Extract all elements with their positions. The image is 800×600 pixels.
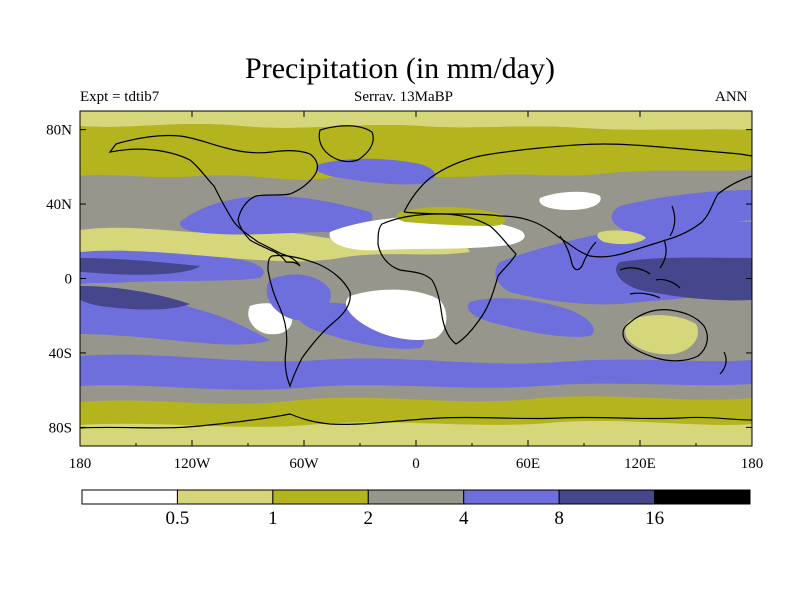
x-tick-label: 120W: [174, 456, 212, 472]
x-axis: 180 120W 60W 0 60E 120E 180: [69, 111, 764, 472]
colorbar-swatch: [81, 489, 178, 505]
season-label: ANN: [715, 89, 748, 105]
south-atlantic-dry-zone: [345, 289, 447, 341]
band-north-pacific-blue-east: [611, 190, 752, 232]
siberia-yellow: [433, 143, 679, 171]
colorbar-swatch: [654, 489, 751, 505]
colorbar: [81, 489, 751, 505]
x-tick-label: 180: [69, 456, 92, 472]
colorbar-swatch: [367, 489, 465, 505]
colorbar-labels: 0.5 1 2 4 8 16: [166, 508, 665, 529]
y-tick-label: 80S: [49, 420, 72, 436]
coast-japan: [659, 205, 676, 269]
colorbar-level-label: 16: [645, 508, 664, 529]
y-tick-label: 40N: [46, 197, 72, 213]
coast-australia: [622, 309, 708, 362]
colorbar-level-label: 1: [268, 508, 278, 529]
band-south-atlantic-blue: [296, 302, 424, 349]
band-north-edge: [80, 111, 752, 130]
band-indian-south-blue: [467, 298, 594, 337]
x-tick-label: 120E: [624, 456, 656, 472]
band-south-pacific-dark: [80, 286, 190, 310]
colorbar-swatch: [176, 489, 274, 505]
colorbar-level-label: 4: [459, 508, 469, 529]
coast-north-america: [108, 134, 319, 267]
experiment-label: Expt = tdtib7: [80, 89, 160, 105]
y-axis: 80N 40N 0 40S 80S: [46, 123, 752, 436]
x-tick-label: 0: [412, 456, 420, 472]
colorbar-level-label: 8: [554, 508, 564, 529]
coast-greenland: [318, 125, 374, 163]
y-tick-label: 0: [65, 272, 73, 288]
x-tick-label: 60E: [516, 456, 540, 472]
band-southern-ocean-blue: [80, 354, 752, 390]
colorbar-swatch: [463, 489, 560, 505]
period-label: Serrav. 13MaBP: [354, 89, 454, 105]
arabia-dry-zone: [539, 191, 601, 210]
colorbar-level-label: 0.5: [166, 508, 190, 529]
coast-south-america: [267, 254, 351, 388]
map-title: Precipitation (in mm/day): [245, 52, 555, 85]
coast-new-zealand: [719, 351, 727, 375]
band-west-pacific-dark: [616, 257, 752, 301]
central-africa-wet: [426, 257, 487, 302]
north-africa-yellow: [396, 206, 506, 226]
colorbar-swatch: [272, 489, 369, 505]
map-field: [80, 111, 752, 446]
x-tick-label: 180: [741, 456, 764, 472]
y-tick-label: 40S: [49, 346, 72, 362]
coast-india: [559, 235, 597, 271]
coast-eurasia: [403, 143, 752, 258]
colorbar-swatch: [558, 489, 656, 505]
band-n-storm-track-pacific: [179, 196, 373, 235]
band-south-edge: [80, 421, 752, 446]
colorbar-level-label: 2: [364, 508, 374, 529]
australia-dry-zone: [625, 315, 698, 355]
n-pacific-sub-dry: [597, 230, 646, 245]
south-america-wet: [266, 274, 331, 321]
x-tick-label: 60W: [289, 456, 319, 472]
coast-africa: [377, 213, 517, 345]
band-equatorial-pacific-dark: [80, 258, 200, 275]
y-tick-label: 80N: [46, 123, 72, 139]
coastlines: [80, 125, 752, 429]
coast-indonesia: [619, 267, 681, 299]
band-n-atlantic-blue: [315, 158, 435, 185]
coast-antarctica: [80, 413, 752, 429]
